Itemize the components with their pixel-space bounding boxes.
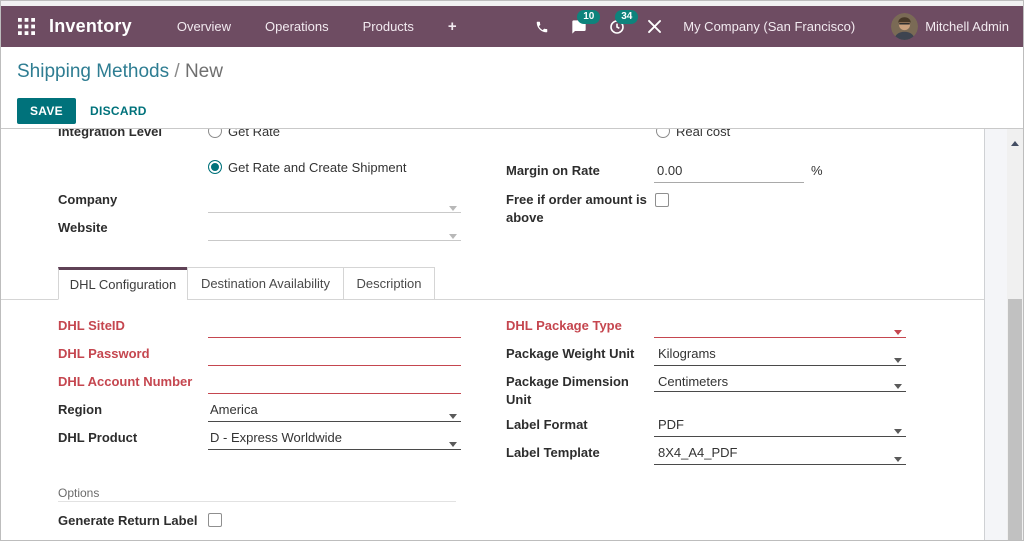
phone-icon[interactable] xyxy=(524,12,560,42)
sheet-right-margin xyxy=(984,129,1008,540)
activities-clock-icon[interactable]: 34 xyxy=(598,9,639,43)
discard-button[interactable]: DISCARD xyxy=(82,98,155,124)
label-template-value[interactable]: 8X4_A4_PDF xyxy=(658,445,738,460)
breadcrumb-parent[interactable]: Shipping Methods xyxy=(17,61,170,82)
dhl-product-select-underline[interactable] xyxy=(208,432,461,450)
notebook-tabs: DHL Configuration Destination Availabili… xyxy=(1,267,984,300)
dhl-password-label: DHL Password xyxy=(58,346,150,361)
region-label: Region xyxy=(58,402,103,417)
region-select-underline[interactable] xyxy=(208,404,461,422)
package-dimension-unit-underline[interactable] xyxy=(654,374,906,392)
radio-real-cost-label[interactable]: Real cost xyxy=(676,128,731,139)
website-field-label: Website xyxy=(58,220,108,235)
free-if-above-label: Free if order amount is above xyxy=(506,192,647,225)
package-weight-unit-label: Package Weight Unit xyxy=(506,346,635,361)
breadcrumb-separator: / xyxy=(169,61,185,82)
package-dimension-unit-caret-icon[interactable] xyxy=(894,384,902,389)
dhl-account-number-input[interactable] xyxy=(208,376,461,394)
package-weight-unit-underline[interactable] xyxy=(654,348,906,366)
margin-on-rate-suffix: % xyxy=(811,163,823,178)
avatar xyxy=(891,13,919,40)
label-format-caret-icon[interactable] xyxy=(894,429,902,434)
company-switcher[interactable]: My Company (San Francisco) xyxy=(683,19,856,34)
company-field-label: Company xyxy=(58,192,118,207)
website-field-input[interactable] xyxy=(208,223,461,241)
save-button[interactable]: SAVE xyxy=(17,98,76,124)
breadcrumb: Shipping Methods / New xyxy=(17,61,223,83)
dhl-siteid-input[interactable] xyxy=(208,320,461,338)
website-dropdown-caret-icon[interactable] xyxy=(449,234,457,239)
app-title[interactable]: Inventory xyxy=(49,16,132,36)
radio-get-rate-create-shipment[interactable] xyxy=(208,160,222,174)
options-section-divider xyxy=(58,501,456,502)
control-panel: Shipping Methods / New SAVE DISCARD xyxy=(1,47,1023,128)
label-template-underline[interactable] xyxy=(654,447,906,465)
options-section-heading: Options xyxy=(58,486,100,500)
user-name: Mitchell Admin xyxy=(925,19,1009,34)
free-if-above-checkbox[interactable] xyxy=(655,193,669,207)
apps-grid-icon[interactable] xyxy=(18,10,35,43)
label-format-underline[interactable] xyxy=(654,419,906,437)
scrollbar-thumb[interactable] xyxy=(1008,299,1022,540)
dhl-package-type-caret-icon[interactable] xyxy=(894,330,902,335)
label-template-label: Label Template xyxy=(506,445,600,460)
messages-icon[interactable]: 10 xyxy=(560,9,601,43)
activities-badge: 34 xyxy=(615,9,639,24)
dhl-product-label: DHL Product xyxy=(58,430,138,445)
package-weight-unit-caret-icon[interactable] xyxy=(894,358,902,363)
breadcrumb-current: New xyxy=(184,61,223,82)
company-dropdown-caret-icon[interactable] xyxy=(449,206,457,211)
tab-destination-availability[interactable]: Destination Availability xyxy=(187,267,344,300)
generate-return-label-label: Generate Return Label xyxy=(58,513,198,528)
integration-level-label: Integration Level xyxy=(58,128,163,139)
radio-get-rate[interactable] xyxy=(208,129,222,138)
dhl-product-dropdown-caret-icon[interactable] xyxy=(449,442,457,447)
dhl-siteid-label: DHL SiteID xyxy=(58,318,125,333)
package-weight-unit-value[interactable]: Kilograms xyxy=(658,346,716,361)
company-field-input[interactable] xyxy=(208,195,461,213)
menu-overview[interactable]: Overview xyxy=(176,19,232,34)
menu-plus-icon[interactable]: + xyxy=(447,18,457,35)
label-format-value[interactable]: PDF xyxy=(658,417,684,432)
dhl-product-value[interactable]: D - Express Worldwide xyxy=(210,430,342,445)
package-dimension-unit-label: Package Dimension Unit xyxy=(506,374,629,407)
region-dropdown-caret-icon[interactable] xyxy=(449,414,457,419)
messages-badge: 10 xyxy=(577,9,601,24)
dhl-password-input[interactable] xyxy=(208,348,461,366)
dhl-account-number-label: DHL Account Number xyxy=(58,374,193,389)
tools-icon[interactable] xyxy=(636,11,673,42)
generate-return-label-checkbox[interactable] xyxy=(208,513,222,527)
radio-real-cost[interactable] xyxy=(656,129,670,138)
margin-on-rate-underline[interactable] xyxy=(654,165,804,183)
tab-description[interactable]: Description xyxy=(343,267,435,300)
package-dimension-unit-value[interactable]: Centimeters xyxy=(658,374,729,389)
vertical-scrollbar[interactable] xyxy=(1007,129,1023,540)
top-navbar: Inventory Overview Operations Products +… xyxy=(1,6,1023,47)
radio-get-rate-create-shipment-label[interactable]: Get Rate and Create Shipment xyxy=(228,160,407,175)
margin-on-rate-value[interactable]: 0.00 xyxy=(657,163,683,178)
main-menu: Overview Operations Products + xyxy=(160,8,474,45)
tab-dhl-configuration[interactable]: DHL Configuration xyxy=(58,267,188,300)
menu-operations[interactable]: Operations xyxy=(265,19,329,34)
scrollbar-up-arrow-icon[interactable] xyxy=(1007,135,1023,151)
region-value[interactable]: America xyxy=(210,402,258,417)
user-menu[interactable]: Mitchell Admin xyxy=(869,13,1009,40)
window-chrome-strip xyxy=(1,1,1023,6)
dhl-package-type-label: DHL Package Type xyxy=(506,318,622,333)
form-sheet: Integration Level Get Rate Real cost Get… xyxy=(1,128,1023,540)
label-format-label: Label Format xyxy=(506,417,588,432)
label-template-caret-icon[interactable] xyxy=(894,457,902,462)
dhl-package-type-select[interactable] xyxy=(654,320,906,338)
radio-get-rate-label[interactable]: Get Rate xyxy=(228,128,281,139)
menu-products[interactable]: Products xyxy=(362,19,414,34)
margin-on-rate-label: Margin on Rate xyxy=(506,163,600,178)
